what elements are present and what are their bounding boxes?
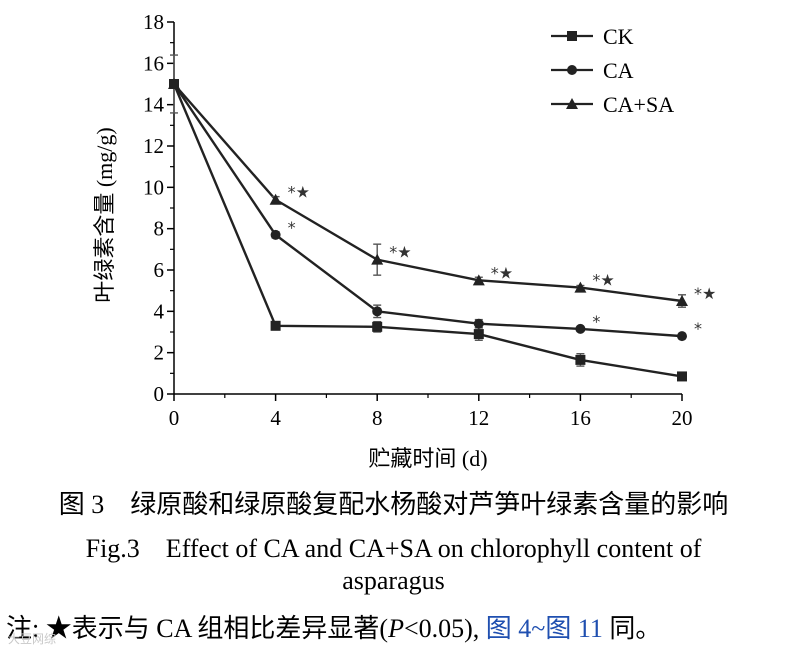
- series-lines: [172, 83, 683, 378]
- triangle-marker: [566, 98, 578, 109]
- circle-marker: [677, 331, 687, 342]
- circle-marker: [575, 323, 586, 334]
- y-tick-label: 10: [143, 175, 164, 199]
- x-tick-label: 0: [169, 406, 180, 430]
- watermark: 大豆网综: [8, 632, 57, 646]
- legend-label: CA+SA: [603, 92, 674, 117]
- note-figure-reference[interactable]: 图 4~图 11: [485, 614, 603, 643]
- triangle-marker: [269, 193, 282, 205]
- note-p-symbol: P: [388, 614, 404, 643]
- significance-mark: *: [288, 218, 296, 237]
- y-tick-label: 0: [154, 382, 165, 406]
- square-marker: [575, 354, 586, 365]
- x-tick-label: 12: [468, 406, 489, 430]
- x-tick-label: 4: [270, 406, 281, 430]
- series-line-circle: [173, 83, 683, 338]
- y-tick-label: 6: [154, 258, 165, 282]
- y-tick-label: 8: [154, 217, 165, 241]
- x-axis-label: 贮藏时间 (d): [368, 446, 487, 471]
- y-axis-label: 叶绿素含量 (mg/g): [92, 127, 117, 302]
- significance-mark: *: [592, 312, 600, 331]
- x-tick-label: 16: [570, 406, 591, 430]
- caption-english-line-1: Fig.3 Effect of CA and CA+SA on chloroph…: [85, 534, 702, 563]
- square-marker: [473, 329, 484, 340]
- x-tick-label: 8: [372, 406, 383, 430]
- triangle-marker: [676, 295, 688, 306]
- square-marker: [567, 31, 577, 41]
- triangle-marker: [168, 78, 180, 89]
- y-tick-label: 2: [154, 341, 165, 365]
- significance-mark: *★: [389, 243, 411, 262]
- figure-note: 注: ★表示与 CA 组相比差异显著(P<0.05), 图 4~图 11 同。: [6, 608, 661, 645]
- caption-english-line-2: asparagus: [342, 566, 445, 595]
- line-chart: 0 2 4 6 8 10 12 14 16 18 0 4 8 12 16 20 * * * *★ *★ *★ *★ *★ C…: [92, 10, 717, 471]
- circle-marker: [567, 65, 577, 75]
- note-suffix: 同。: [602, 614, 662, 643]
- series-line-square: [172, 83, 683, 378]
- note-threshold: <0.05),: [403, 614, 486, 643]
- markers: [168, 78, 688, 382]
- triangle-marker: [472, 274, 485, 286]
- y-tick-label: 12: [143, 134, 164, 158]
- significance-annotations: * * * *★ *★ *★ *★ *★: [288, 183, 717, 338]
- significance-mark: *: [694, 319, 702, 338]
- y-tick-label: 4: [154, 299, 165, 323]
- square-marker: [372, 321, 383, 332]
- square-marker: [677, 371, 687, 382]
- circle-marker: [372, 306, 383, 317]
- significance-mark: *★: [694, 284, 716, 303]
- legend-label: CA: [603, 58, 634, 83]
- caption-chinese: 图 3 绿原酸和绿原酸复配水杨酸对芦笋叶绿素含量的影响: [58, 490, 729, 519]
- significance-mark: *★: [592, 271, 614, 290]
- series-line-triangle: [173, 83, 683, 303]
- legend-label: CK: [603, 24, 634, 49]
- note-prefix: 注: ★表示与 CA 组相比差异显著(: [6, 614, 389, 643]
- x-tick-label: 20: [672, 406, 693, 430]
- triangle-marker: [574, 281, 587, 293]
- triangle-marker: [371, 253, 384, 265]
- circle-marker: [270, 229, 281, 240]
- circle-marker: [473, 318, 484, 329]
- significance-mark: *★: [491, 263, 513, 282]
- y-tick-label: 16: [143, 51, 164, 75]
- square-marker: [270, 320, 281, 331]
- legend: CK CA CA+SA: [551, 24, 674, 117]
- significance-mark: *★: [288, 183, 310, 202]
- ticks: 0 2 4 6 8 10 12 14 16 18 0 4 8 12 16 20: [143, 10, 693, 430]
- y-tick-label: 14: [143, 93, 165, 117]
- y-tick-label: 18: [143, 10, 164, 34]
